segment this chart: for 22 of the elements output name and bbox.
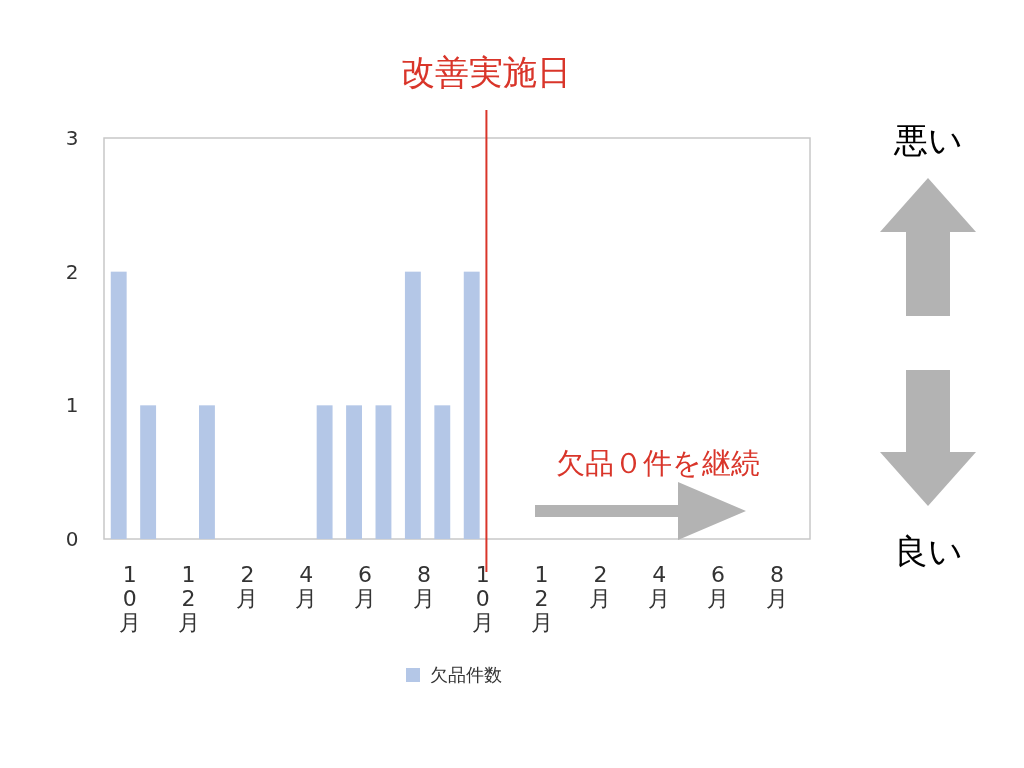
x-tick-label: 6月 xyxy=(707,562,730,611)
x-tick-label: 12月 xyxy=(530,562,553,635)
x-tick-label: 12月 xyxy=(177,562,200,635)
x-tick-label: 8月 xyxy=(412,562,435,611)
x-tick-label: 10月 xyxy=(471,562,494,635)
x-tick-label: 2月 xyxy=(589,562,612,611)
text: 良い xyxy=(893,531,963,571)
x-tick-label: 6月 xyxy=(354,562,377,611)
x-tick-label: 2月 xyxy=(236,562,259,611)
x-tick-label: 10月 xyxy=(118,562,141,635)
x-tick-label: 4月 xyxy=(295,562,318,611)
text: 改善実施日 xyxy=(401,52,572,92)
y-tick-label: 3 xyxy=(65,126,79,150)
annotation: 欠品０件を継続 xyxy=(556,446,760,480)
legend-label: 欠品件数 xyxy=(430,664,502,685)
y-tick-label: 2 xyxy=(65,259,79,284)
y-tick-label: 1 xyxy=(65,393,79,418)
x-tick-label: 8月 xyxy=(765,562,788,611)
y-tick-label: 0 xyxy=(65,527,79,551)
x-tick-label: 4月 xyxy=(648,562,671,611)
text: 悪い xyxy=(892,120,963,160)
legend-欠品件数: 欠品件数 xyxy=(406,664,502,685)
